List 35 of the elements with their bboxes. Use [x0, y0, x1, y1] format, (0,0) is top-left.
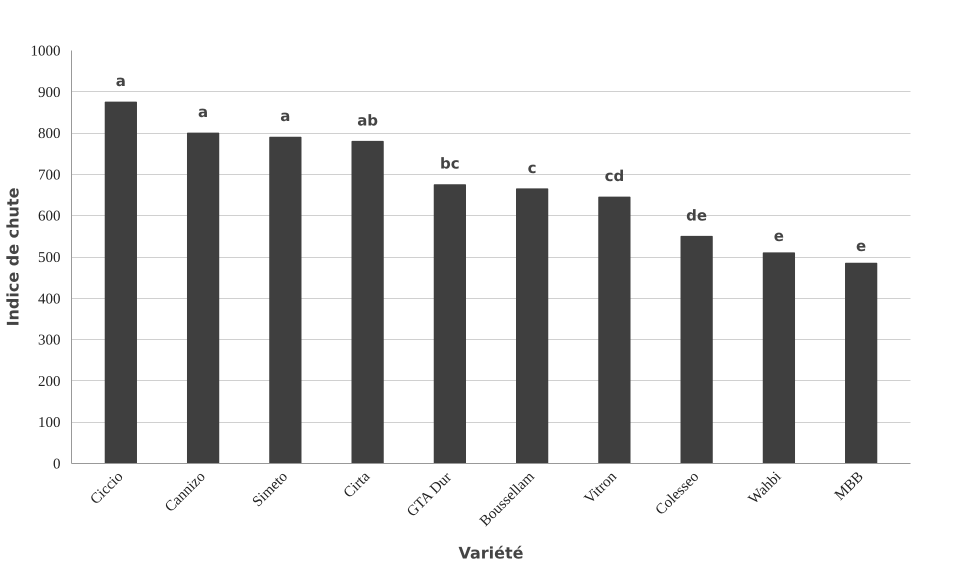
annotation: c: [528, 158, 537, 177]
y-tick-label: 0: [53, 456, 60, 472]
bar: [845, 262, 878, 464]
bar: [598, 196, 631, 464]
y-tick-label: 800: [38, 126, 60, 142]
y-tick-label: 100: [38, 415, 60, 432]
x-tick-label: Cirta: [340, 468, 374, 502]
annotation: ab: [357, 111, 378, 130]
y-tick-label: 300: [38, 332, 60, 349]
annotation: e: [856, 237, 866, 256]
x-tick-label: GTA Dur: [404, 469, 455, 520]
y-tick-label: 1000: [30, 44, 60, 60]
annotation: a: [116, 72, 126, 90]
bar: [516, 188, 548, 464]
y-tick-label: 200: [38, 374, 60, 390]
bar: [351, 140, 384, 464]
annotation: a: [280, 107, 290, 126]
annotation: e: [774, 226, 784, 245]
annotation: cd: [604, 167, 624, 186]
y-tick-label: 400: [38, 291, 60, 308]
y-tick-label: 500: [38, 250, 60, 266]
bar: [269, 136, 302, 464]
x-axis-title: Variété: [458, 543, 524, 562]
bar: [434, 184, 466, 464]
annotation: bc: [440, 154, 460, 173]
annotation: de: [686, 206, 708, 224]
y-tick-label: 900: [38, 84, 60, 101]
y-axis-title: Indice de chute: [4, 187, 22, 326]
bar: [104, 102, 137, 464]
bar: [762, 252, 796, 464]
y-tick-label: 700: [38, 167, 60, 184]
annotation: a: [198, 103, 208, 122]
bar: [680, 236, 713, 464]
bar: [186, 132, 220, 464]
y-tick-label: 600: [38, 208, 60, 225]
